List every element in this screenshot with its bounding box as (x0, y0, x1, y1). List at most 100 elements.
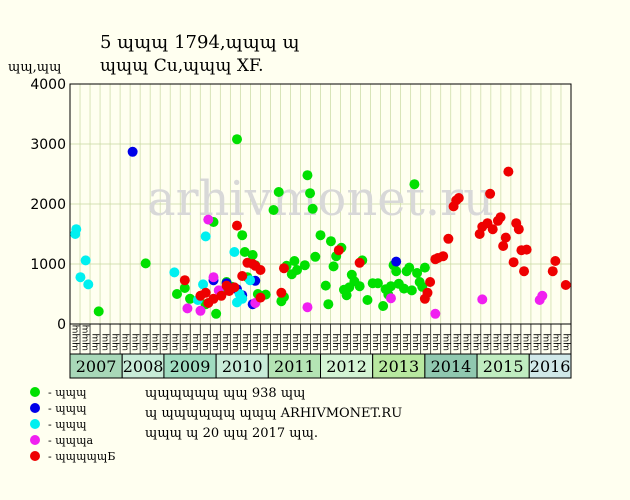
data-point (237, 293, 248, 304)
y-tick-label: 1000 (30, 257, 66, 273)
month-label: ɰɰ (521, 333, 531, 351)
month-label: ɰɰ (361, 333, 371, 351)
data-point (80, 255, 91, 266)
data-point (537, 290, 548, 301)
year-label: 2016 (530, 357, 571, 376)
month-label: ɰɰ (301, 333, 311, 351)
data-point (203, 214, 214, 225)
data-point (211, 308, 222, 319)
data-point (354, 257, 365, 268)
month-label: ɰɰ (181, 333, 191, 351)
data-point (232, 134, 242, 145)
month-label: ɰɰ (421, 333, 431, 351)
year-band (267, 353, 321, 379)
data-point (232, 220, 242, 231)
data-point (315, 230, 326, 241)
month-label: ɰɰ (91, 333, 101, 351)
month-label: ɰɰ (341, 333, 351, 351)
data-point (513, 224, 524, 235)
data-point (83, 279, 94, 290)
data-point (200, 287, 211, 298)
month-label: ɰɰ (331, 333, 341, 351)
data-point (200, 231, 211, 242)
data-point (404, 262, 415, 273)
data-point (276, 287, 287, 298)
month-label: ɰɰ (471, 333, 481, 351)
month-label: ɰɰ (411, 333, 421, 351)
data-point (409, 179, 420, 190)
chart-subtitle: ɰɰɰ Cu,ɰɰɰ XF. (100, 56, 264, 76)
data-point (406, 285, 417, 296)
month-label: ɰɰ (101, 333, 111, 351)
data-point (412, 268, 423, 278)
month-label: ɰɰ (481, 333, 491, 351)
data-point (320, 280, 331, 291)
data-point (229, 247, 240, 257)
data-point (385, 281, 396, 292)
month-label: ɰɰ (451, 333, 461, 351)
data-point (477, 294, 488, 305)
data-point (508, 257, 519, 268)
legend-item: - ɰɰɰ (30, 384, 115, 400)
data-point (302, 302, 313, 313)
data-point (399, 283, 409, 294)
legend-dot (30, 435, 40, 445)
watermark: arhivmonet.ru (147, 171, 494, 227)
data-point (323, 299, 334, 310)
data-point (443, 233, 454, 244)
month-label: ɰɰ (431, 333, 441, 351)
month-label: ɰɰ (151, 333, 161, 351)
data-point (419, 262, 430, 273)
year-label: 2007 (76, 357, 117, 376)
year-label: 2008 (123, 357, 164, 376)
note-line: ɰɰɰ ɰ 20 ɰɰ 2017 ɰɰ. (145, 426, 319, 441)
legend-item: - ɰɰɰ (30, 416, 115, 432)
month-label: ɰɰɰ (81, 325, 91, 351)
legend-label: - ɰɰɰɰɰБ (48, 449, 116, 463)
data-point (333, 245, 344, 256)
year-band (121, 353, 165, 379)
data-point (179, 283, 190, 293)
data-point (519, 266, 530, 277)
legend-label: - ɰɰɰ (48, 401, 87, 415)
data-point (425, 277, 436, 287)
data-point (278, 263, 289, 274)
data-point (307, 203, 318, 214)
data-point (93, 306, 104, 317)
y-tick-label: 0 (57, 317, 66, 333)
data-point (195, 305, 206, 316)
month-label: ɰɰ (231, 333, 241, 351)
month-label: ɰɰ (171, 333, 181, 351)
year-band (372, 353, 426, 379)
data-point (305, 188, 316, 199)
data-point (127, 146, 138, 157)
legend-dot (30, 451, 40, 461)
data-point (354, 281, 365, 292)
month-label: ɰɰ (201, 333, 211, 351)
chart-title: 5 ɰɰɰ 1794,ɰɰɰ ɰ (100, 32, 300, 53)
data-point (391, 256, 402, 267)
data-point (208, 293, 219, 304)
legend-dot (30, 403, 40, 413)
data-point (289, 256, 300, 266)
data-point (237, 230, 248, 241)
data-point (239, 247, 250, 257)
legend-item: - ɰɰɰ (30, 400, 115, 416)
month-label: ɰɰ (221, 333, 231, 351)
data-point (140, 258, 151, 269)
legend-item: - ɰɰɰa (30, 432, 115, 448)
note-line: ɰɰɰɰɰɰ ɰɰ 938 ɰɰ (145, 386, 306, 401)
data-point (169, 267, 180, 278)
year-label: 2013 (378, 357, 419, 376)
data-point (229, 282, 240, 293)
month-label: ɰɰ (371, 333, 381, 351)
data-point (430, 308, 441, 319)
month-label: ɰɰ (511, 333, 521, 351)
year-label: 2012 (326, 357, 367, 376)
data-point (547, 266, 558, 277)
data-point (438, 251, 449, 262)
month-label: ɰɰɰ (71, 325, 81, 351)
month-label: ɰɰ (131, 333, 141, 351)
data-point (422, 287, 433, 298)
